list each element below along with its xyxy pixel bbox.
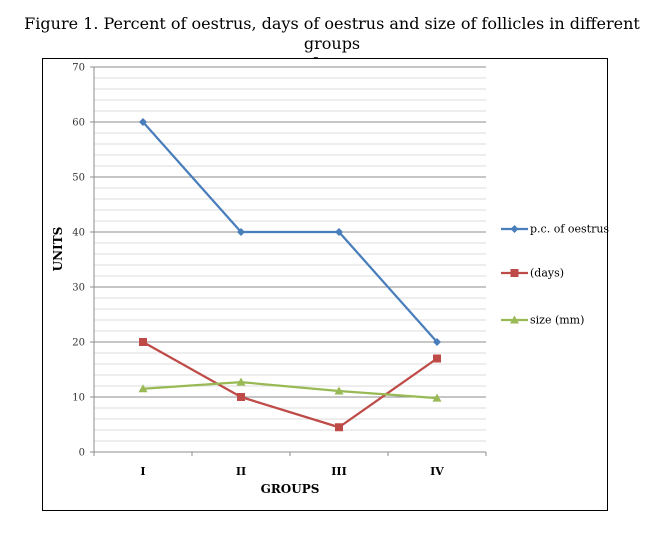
y-tick-label: 60 — [72, 118, 85, 129]
x-axis-title: GROUPS — [261, 482, 320, 496]
legend-label: (days) — [530, 267, 564, 280]
y-tick-label: 10 — [72, 393, 85, 404]
x-tick-label: II — [236, 465, 246, 478]
y-tick-label: 20 — [72, 338, 85, 349]
legend-swatch-marker — [510, 315, 519, 324]
data-point-series-3 — [432, 393, 442, 402]
series-line-3 — [142, 381, 438, 400]
x-tick-label: III — [331, 465, 346, 478]
legend-swatch-marker — [510, 269, 519, 277]
data-point-series-1 — [237, 228, 245, 236]
legend-label: size (mm) — [530, 314, 584, 327]
figure-title-line1: Figure 1. Percent of oestrus, days of oe… — [24, 14, 640, 53]
chart-frame — [42, 58, 608, 511]
series-line-2 — [142, 341, 438, 429]
y-tick-label: 30 — [72, 283, 85, 294]
data-point-series-2 — [139, 338, 147, 346]
x-tick-label: I — [140, 465, 145, 478]
data-point-series-3 — [138, 384, 148, 393]
data-point-series-1 — [139, 118, 147, 126]
data-point-series-1 — [335, 228, 343, 236]
y-tick-label: 70 — [72, 63, 85, 74]
y-tick-label: 40 — [72, 228, 85, 239]
legend-swatch-marker — [510, 225, 519, 233]
y-tick-label: 0 — [79, 448, 85, 459]
data-point-series-1 — [433, 338, 441, 346]
data-point-series-2 — [335, 423, 343, 432]
y-tick-label: 50 — [72, 173, 85, 184]
data-point-series-3 — [236, 377, 246, 386]
data-point-series-2 — [433, 354, 441, 363]
series-line-1 — [142, 121, 438, 343]
data-point-series-3 — [334, 386, 344, 395]
x-tick-label: IV — [430, 465, 444, 478]
legend-label: p.c. of oestrus — [530, 223, 609, 236]
data-point-series-2 — [237, 393, 245, 401]
y-axis-title: UNITS — [51, 227, 65, 272]
